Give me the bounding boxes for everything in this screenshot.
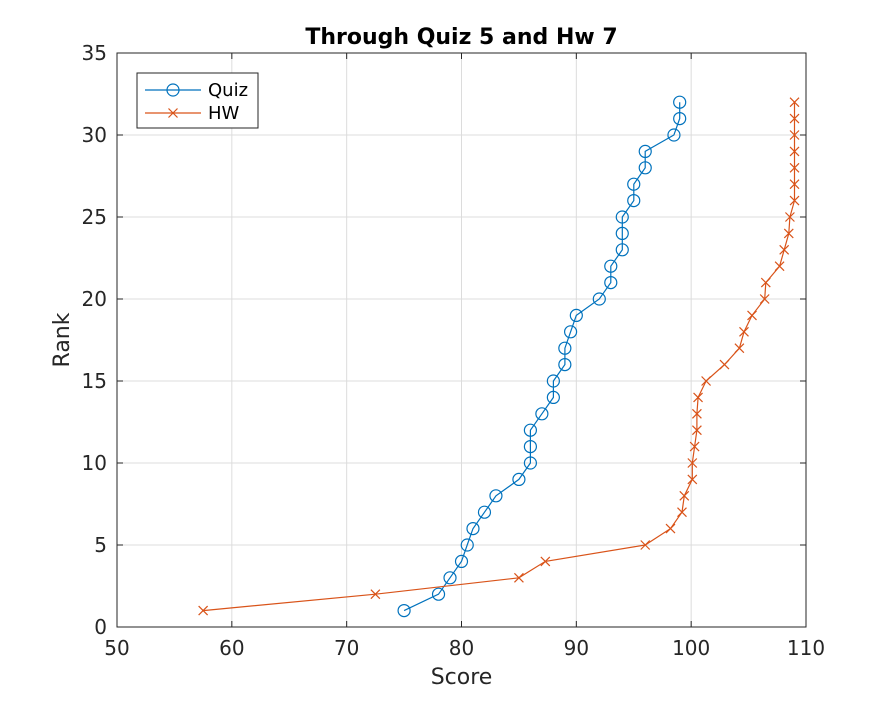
data-point-hw [789, 179, 800, 190]
legend-marker [166, 83, 180, 97]
y-tick-label: 25 [82, 205, 107, 229]
data-point-hw [693, 392, 703, 403]
data-point-hw [198, 605, 209, 616]
data-point-quiz [615, 243, 629, 257]
x-tick-label: 60 [219, 636, 244, 660]
data-point-quiz [523, 440, 538, 454]
data-point-quiz [512, 472, 526, 486]
data-point-quiz [615, 210, 629, 224]
data-point-quiz [460, 538, 474, 552]
data-point-quiz [443, 571, 457, 585]
y-tick-label: 15 [82, 369, 107, 393]
legend-item-quiz: Quiz [145, 80, 248, 101]
data-point-quiz [431, 587, 446, 601]
y-tick-label: 35 [82, 41, 107, 65]
legend-item-hw: HW [145, 103, 240, 124]
data-point-quiz [546, 374, 560, 388]
data-point-quiz [627, 194, 641, 208]
data-point-hw [789, 195, 800, 206]
data-point-quiz [673, 111, 687, 126]
data-point-hw [370, 589, 381, 600]
data-point-quiz [466, 521, 480, 536]
data-point-hw [789, 146, 800, 157]
data-point-hw [783, 228, 794, 239]
data-point-hw [691, 408, 702, 419]
data-point-quiz [604, 259, 618, 273]
data-point-hw [760, 277, 771, 288]
data-point-quiz [627, 177, 641, 191]
x-axis-label: Score [431, 665, 493, 690]
data-point-quiz [523, 423, 538, 437]
data-point-hw [701, 376, 712, 386]
grid [116, 52, 807, 628]
data-point-hw [789, 97, 800, 108]
series-hw [198, 97, 800, 616]
data-point-quiz [604, 276, 618, 290]
data-point-quiz [397, 603, 411, 618]
data-point-quiz [477, 505, 492, 519]
y-tick-label: 10 [82, 451, 107, 475]
data-point-quiz [558, 341, 572, 355]
data-point-hw [789, 162, 800, 173]
data-point-hw [691, 425, 702, 436]
data-point-hw [665, 523, 676, 534]
data-point-quiz [673, 95, 687, 109]
x-tick-label: 110 [787, 636, 825, 660]
series [198, 95, 800, 618]
data-point-hw [739, 326, 749, 337]
data-point-quiz [454, 554, 469, 569]
legend-label: Quiz [208, 80, 248, 101]
x-tick-label: 80 [449, 636, 474, 660]
data-point-hw [679, 490, 690, 501]
data-point-hw [640, 540, 651, 550]
data-point-quiz [523, 456, 538, 470]
legend-box [136, 72, 259, 129]
x-tick-label: 100 [672, 636, 710, 660]
data-point-quiz [546, 390, 560, 404]
data-point-hw [540, 556, 551, 567]
series-line-quiz [403, 102, 681, 612]
data-point-hw [734, 343, 745, 354]
data-point-quiz [667, 128, 681, 142]
data-point-hw [779, 244, 790, 255]
legend-marker [168, 108, 178, 118]
x-tick-label: 70 [334, 636, 359, 660]
data-point-hw [513, 572, 524, 583]
data-point-hw [687, 474, 698, 485]
y-tick-label: 30 [82, 123, 107, 147]
x-tick-label: 90 [564, 636, 589, 660]
data-point-hw [689, 441, 700, 452]
data-point-quiz [558, 358, 572, 372]
data-point-hw [789, 113, 800, 124]
y-axis-label: Rank [50, 312, 75, 367]
data-point-hw [719, 359, 730, 370]
y-tick-label: 20 [82, 287, 107, 311]
y-tick-label: 0 [94, 615, 107, 639]
ticks: 50 60 70 80 90 100 110 0 5 10 15 20 25 30 35 [82, 41, 826, 660]
chart-title: Through Quiz 5 and Hw 7 [305, 25, 617, 50]
data-point-quiz [569, 308, 583, 322]
data-point-hw [784, 212, 795, 222]
data-point-hw [789, 130, 800, 140]
data-point-hw [774, 261, 785, 272]
y-tick-label: 5 [94, 533, 107, 557]
data-point-quiz [615, 226, 629, 240]
data-point-quiz [535, 407, 549, 421]
data-point-quiz [638, 144, 652, 158]
x-tick-label: 50 [104, 636, 129, 660]
legend-label: HW [208, 103, 240, 124]
data-point-quiz [638, 161, 652, 175]
data-point-quiz [489, 489, 503, 503]
data-point-hw [759, 294, 770, 304]
series-quiz [397, 95, 687, 618]
data-point-quiz [592, 292, 606, 306]
data-point-hw [677, 507, 687, 518]
data-point-hw [687, 458, 698, 468]
data-point-hw [747, 310, 757, 321]
data-point-quiz [563, 325, 578, 339]
